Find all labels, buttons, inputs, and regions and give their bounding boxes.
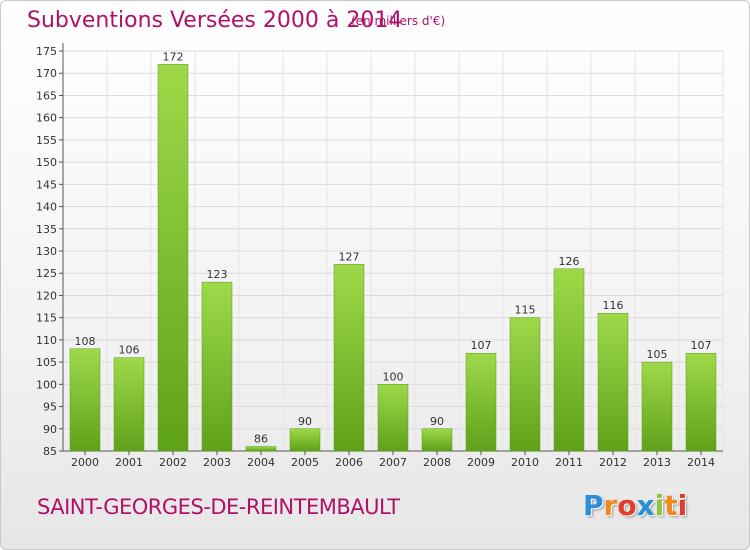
bar [553, 268, 585, 452]
y-tick-label: 155 [36, 134, 57, 147]
y-tick-label: 125 [36, 267, 57, 280]
bar [201, 281, 233, 452]
y-tick-label: 130 [36, 245, 57, 258]
logo-letter: P [583, 489, 604, 522]
x-tick-label: 2003 [203, 456, 231, 469]
data-label: 108 [75, 335, 96, 348]
bar [377, 384, 409, 452]
bar [597, 312, 629, 452]
data-label: 107 [691, 339, 712, 352]
y-tick-label: 110 [36, 334, 57, 347]
y-tick-label: 95 [43, 401, 57, 414]
data-label: 86 [254, 433, 268, 446]
data-label: 116 [603, 299, 624, 312]
bar [421, 428, 453, 452]
data-label: 105 [647, 348, 668, 361]
x-tick-label: 2007 [379, 456, 407, 469]
y-tick-label: 160 [36, 112, 57, 125]
bar [69, 348, 101, 452]
bar [685, 352, 717, 452]
x-tick-label: 2011 [555, 456, 583, 469]
y-tick-label: 170 [36, 67, 57, 80]
x-tick-label: 2002 [159, 456, 187, 469]
data-label: 115 [515, 304, 536, 317]
x-tick-label: 2004 [247, 456, 275, 469]
data-label: 100 [383, 370, 404, 383]
data-label: 126 [559, 255, 580, 268]
bar [465, 352, 497, 452]
logo-letter: o [617, 489, 637, 522]
x-tick-label: 2009 [467, 456, 495, 469]
bar [245, 446, 277, 452]
data-label: 172 [163, 50, 184, 63]
y-tick-label: 175 [36, 45, 57, 58]
x-tick-label: 2013 [643, 456, 671, 469]
y-tick-label: 120 [36, 289, 57, 302]
y-tick-label: 135 [36, 223, 57, 236]
logo-letter: i [654, 489, 665, 522]
x-tick-label: 2005 [291, 456, 319, 469]
data-label: 127 [339, 250, 360, 263]
y-tick-label: 140 [36, 201, 57, 214]
y-tick-label: 115 [36, 312, 57, 325]
logo-letter: r [603, 489, 618, 522]
data-label: 106 [119, 344, 140, 357]
x-tick-label: 2010 [511, 456, 539, 469]
logo-letter: i [677, 489, 688, 522]
data-label: 107 [471, 339, 492, 352]
place-name: SAINT-GEORGES-DE-REINTEMBAULT [37, 495, 400, 519]
chart-subtitle: (en milliers d'€) [351, 14, 446, 28]
y-tick-label: 145 [36, 178, 57, 191]
y-tick-label: 100 [36, 378, 57, 391]
x-tick-label: 2012 [599, 456, 627, 469]
x-tick-label: 2006 [335, 456, 363, 469]
bar [333, 264, 365, 452]
y-tick-label: 85 [43, 445, 57, 458]
x-tick-label: 2001 [115, 456, 143, 469]
bar [289, 428, 321, 452]
x-tick-label: 2008 [423, 456, 451, 469]
proxiti-logo: Proxiti [583, 489, 687, 522]
logo-letter: x [636, 489, 655, 522]
chart-title: Subventions Versées 2000 à 2014 [27, 8, 403, 33]
data-label: 123 [207, 268, 228, 281]
data-label: 90 [430, 415, 444, 428]
y-tick-label: 165 [36, 89, 57, 102]
bar [157, 64, 189, 452]
x-tick-label: 2014 [687, 456, 715, 469]
x-tick-label: 2000 [71, 456, 99, 469]
bar [641, 361, 673, 452]
y-tick-label: 105 [36, 356, 57, 369]
bar [113, 357, 145, 452]
logo-letter: t [664, 489, 678, 522]
data-label: 90 [298, 415, 312, 428]
bar [509, 317, 541, 452]
y-tick-label: 90 [43, 423, 57, 436]
y-tick-label: 150 [36, 156, 57, 169]
